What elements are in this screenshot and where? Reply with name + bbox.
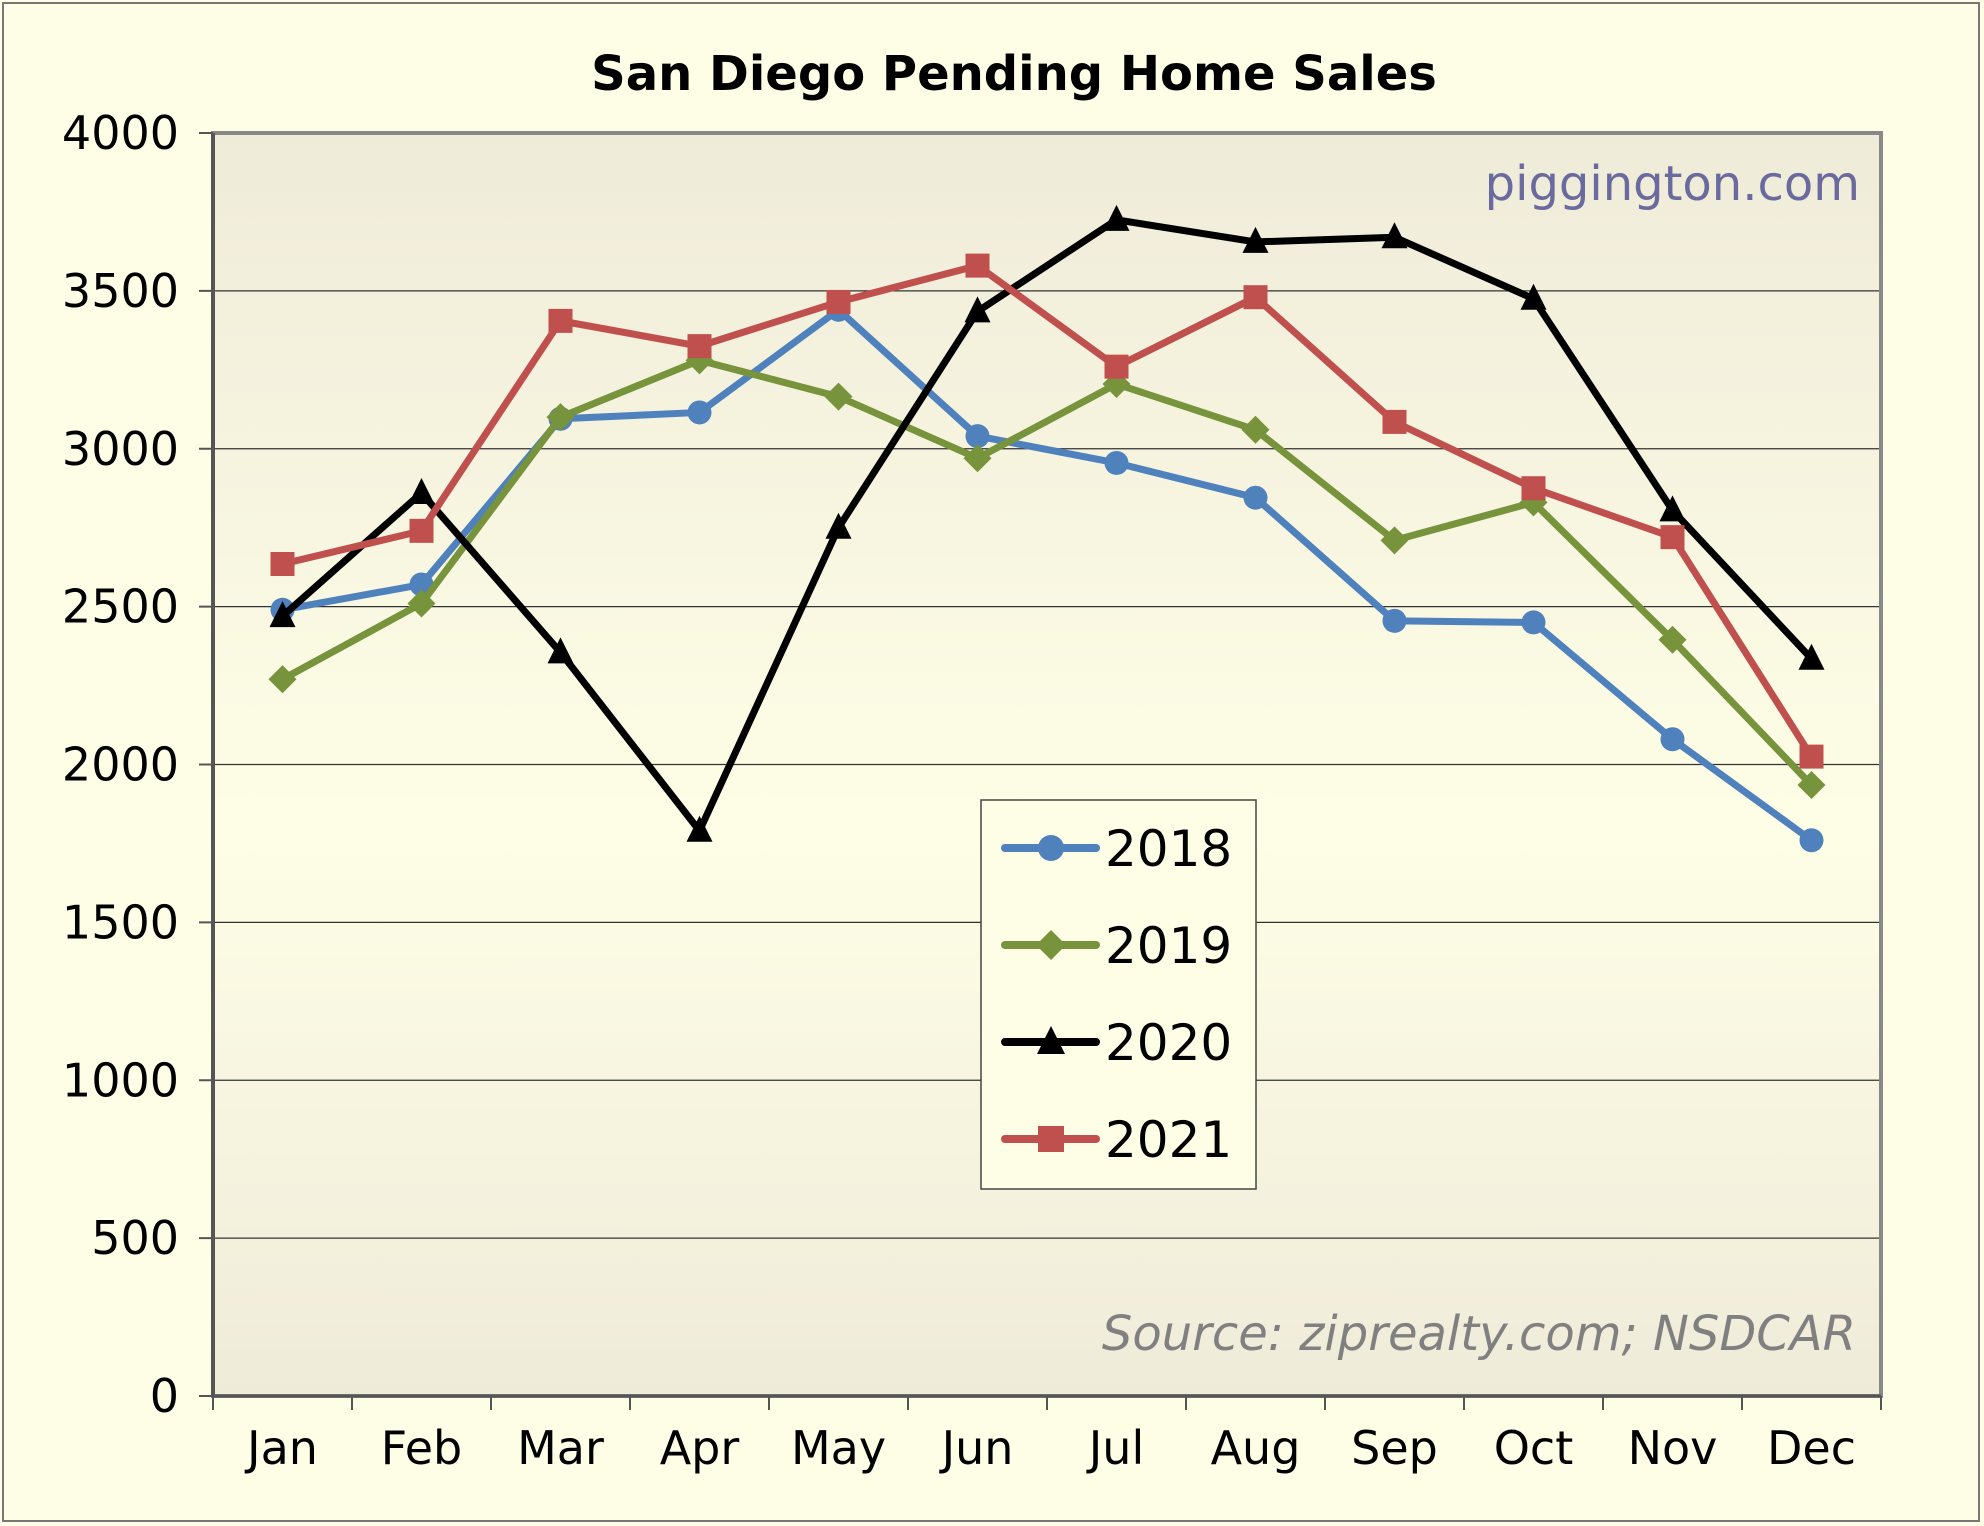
marker-square — [548, 308, 573, 333]
series-line — [280, 216, 1815, 835]
series-group — [268, 204, 1826, 853]
series-2020 — [269, 204, 1825, 842]
marker-diamond — [963, 444, 992, 473]
x-tick-label: Dec — [1767, 1421, 1856, 1475]
marker-square — [1799, 744, 1824, 769]
marker-circle — [1799, 828, 1824, 853]
marker-diamond — [1658, 625, 1687, 654]
marker-triangle — [1037, 1026, 1065, 1054]
marker-triangle — [1798, 643, 1825, 670]
marker-triangle — [1242, 226, 1269, 253]
legend-item-2020: 2020 — [1001, 1014, 1232, 1072]
y-tick-label: 500 — [91, 1211, 179, 1265]
x-tick-label: Nov — [1628, 1421, 1718, 1475]
series-2021 — [270, 253, 1824, 769]
marker-circle — [1104, 450, 1129, 475]
marker-triangle — [1103, 204, 1130, 231]
marker-square — [1382, 409, 1407, 434]
marker-triangle — [1659, 495, 1686, 522]
legend-label: 2020 — [1105, 1014, 1232, 1072]
marker-triangle — [408, 477, 435, 504]
marker-circle — [1660, 727, 1685, 752]
y-tick-label: 0 — [150, 1369, 179, 1423]
legend-label: 2021 — [1105, 1111, 1232, 1169]
x-tick-label: Apr — [660, 1421, 740, 1475]
legend-label: 2019 — [1105, 917, 1232, 975]
marker-triangle — [825, 512, 852, 539]
legend: 2018 2019 2020 2021 — [980, 799, 1257, 1190]
x-tick-label: Mar — [517, 1421, 604, 1475]
legend-item-2021: 2021 — [1001, 1111, 1232, 1169]
y-tick-label: 3500 — [62, 264, 179, 318]
x-tick-label: May — [791, 1421, 886, 1475]
marker-triangle — [269, 601, 296, 628]
x-tick-label: Aug — [1211, 1421, 1301, 1475]
x-tick-label: Feb — [381, 1421, 462, 1475]
y-tick-label: 1000 — [62, 1053, 179, 1107]
marker-circle — [1382, 608, 1407, 633]
marker-diamond — [1036, 930, 1066, 960]
marker-circle — [965, 424, 990, 449]
marker-triangle — [964, 296, 991, 323]
y-tick-label: 2500 — [62, 580, 179, 634]
chart-title: San Diego Pending Home Sales — [591, 46, 1437, 102]
legend-item-2018: 2018 — [1001, 820, 1232, 878]
legend-label: 2018 — [1105, 820, 1232, 878]
y-tick-label: 2000 — [62, 738, 179, 792]
marker-circle — [687, 400, 712, 425]
marker-circle — [1521, 610, 1546, 635]
marker-square — [270, 551, 295, 576]
series-line — [280, 356, 1815, 788]
marker-circle — [1038, 835, 1064, 861]
y-tick-label: 4000 — [62, 106, 179, 160]
marker-circle — [1243, 485, 1268, 510]
marker-triangle — [1381, 222, 1408, 249]
legend-box — [980, 799, 1257, 1190]
marker-square — [687, 334, 712, 359]
legend-item-2019: 2019 — [1001, 917, 1232, 975]
x-tick-label: Jul — [1086, 1421, 1145, 1475]
marker-diamond — [824, 382, 853, 411]
marker-diamond — [546, 403, 575, 432]
marker-diamond — [1380, 526, 1409, 555]
marker-square — [1104, 354, 1129, 379]
series-line — [281, 262, 1815, 759]
y-tick-label: 3000 — [62, 422, 179, 476]
x-axis-ticks: Jan Feb Mar Apr May Jun Jul Aug Sep Oct Nov Dec — [212, 1396, 1882, 1475]
marker-square — [1521, 476, 1546, 501]
marker-diamond — [268, 665, 297, 694]
x-tick-label: Jun — [939, 1421, 1014, 1475]
marker-triangle — [547, 637, 574, 664]
marker-diamond — [407, 589, 436, 618]
marker-square — [1038, 1126, 1064, 1152]
source-note: Source: ziprealty.com; NSDCAR — [1102, 1306, 1856, 1362]
marker-triangle — [1520, 283, 1547, 310]
marker-triangle — [686, 815, 713, 842]
marker-square — [965, 253, 990, 278]
marker-square — [1243, 285, 1268, 310]
marker-square — [409, 518, 434, 543]
marker-square — [826, 289, 851, 314]
x-tick-label: Oct — [1494, 1421, 1574, 1475]
marker-diamond — [1241, 415, 1270, 444]
watermark: piggington.com — [1485, 156, 1860, 212]
marker-diamond — [1797, 771, 1826, 800]
marker-square — [1660, 525, 1685, 550]
y-tick-label: 1500 — [62, 895, 179, 949]
x-tick-label: Jan — [244, 1421, 318, 1475]
y-axis-ticks: 0 500 1000 1500 2000 2500 3000 3500 4000 — [62, 106, 213, 1423]
x-tick-label: Sep — [1351, 1421, 1438, 1475]
